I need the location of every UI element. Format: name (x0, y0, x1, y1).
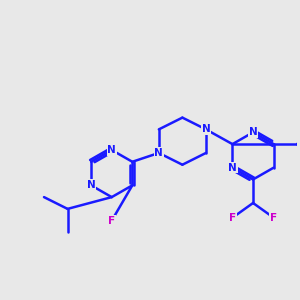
Text: N: N (228, 163, 237, 173)
Text: N: N (154, 148, 163, 158)
Text: F: F (229, 213, 236, 223)
Text: N: N (249, 127, 257, 137)
Text: F: F (108, 216, 115, 226)
Text: N: N (87, 180, 95, 190)
Text: F: F (270, 213, 277, 223)
Text: N: N (107, 145, 116, 155)
Text: N: N (202, 124, 210, 134)
